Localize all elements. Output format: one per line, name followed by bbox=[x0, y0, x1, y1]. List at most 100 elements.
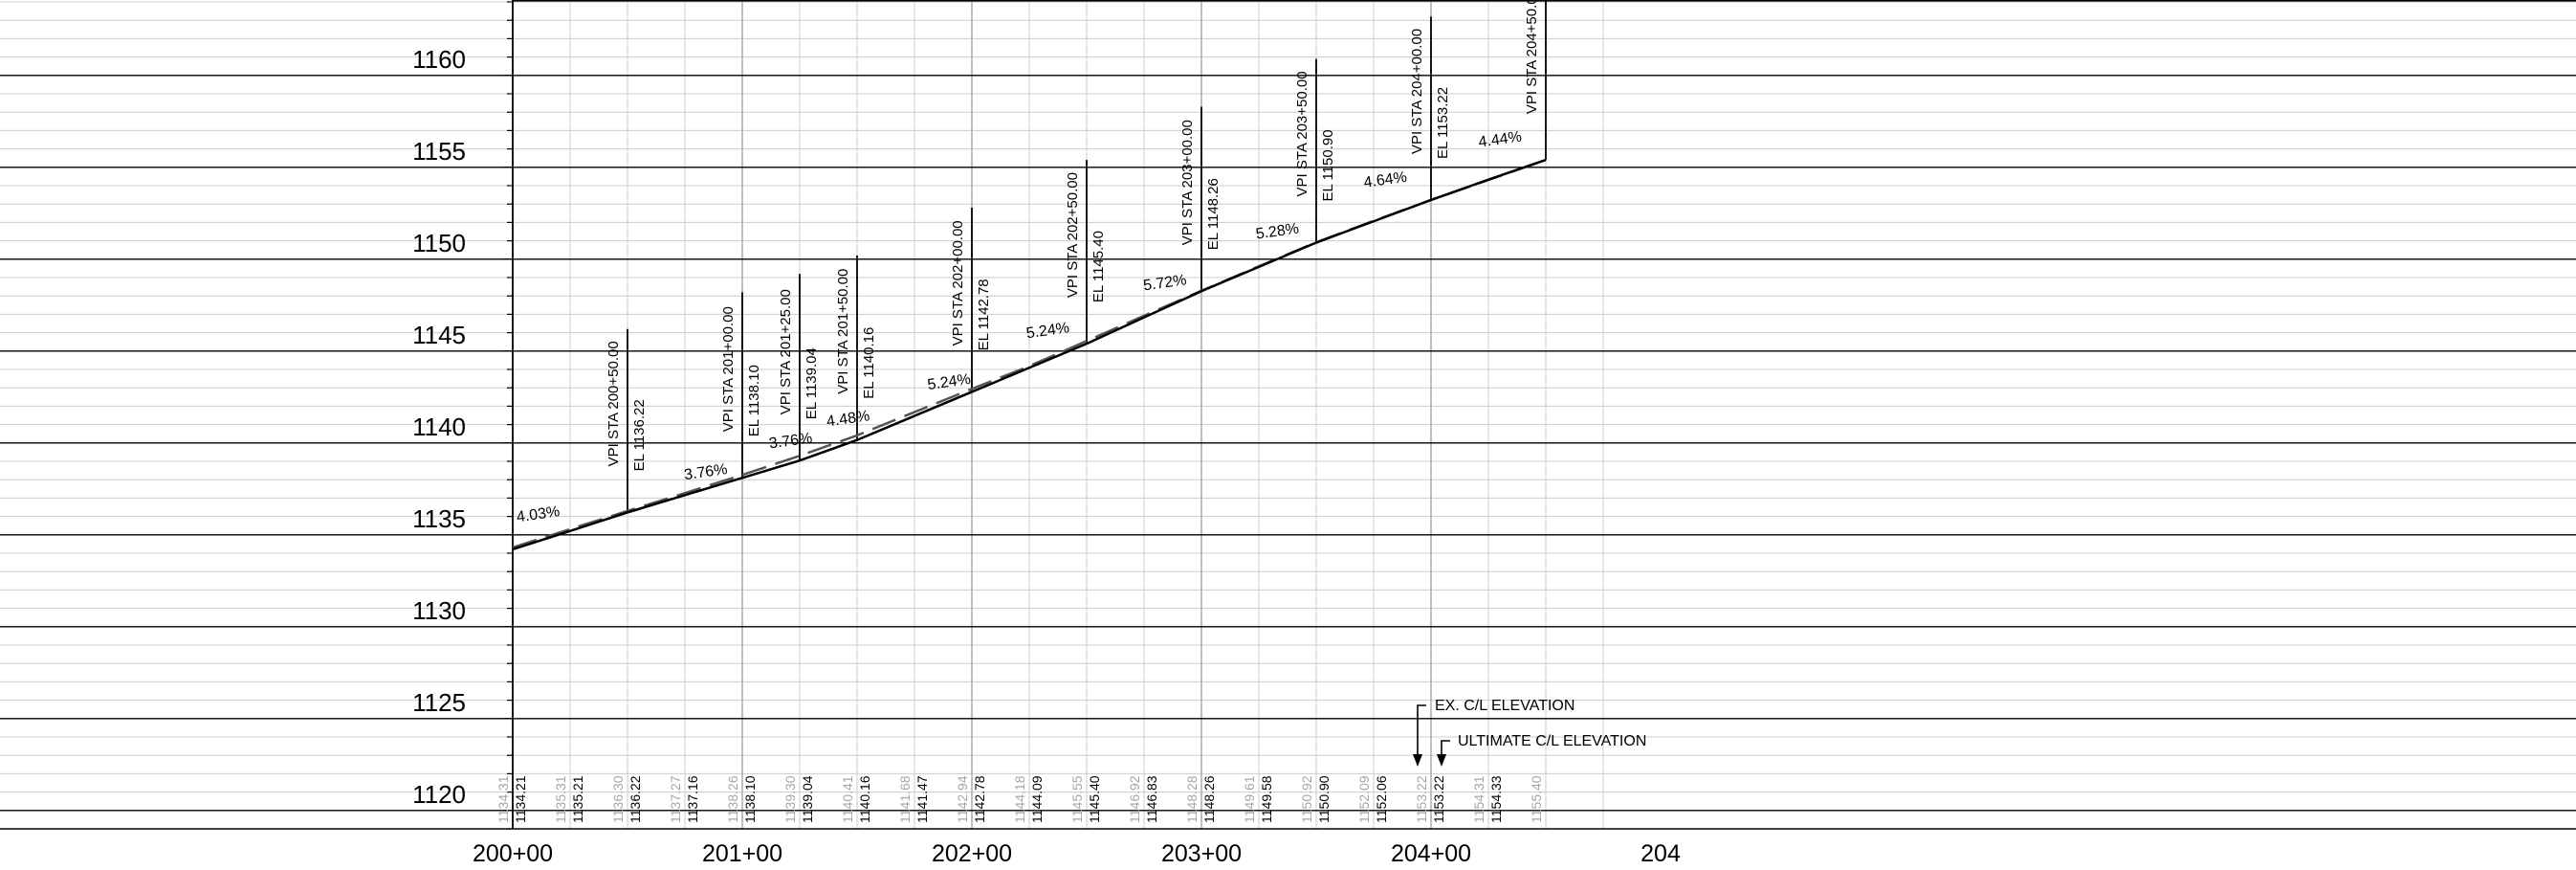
elevation-label: 1130 bbox=[412, 596, 466, 625]
existing-elevation-label: 1149.61 bbox=[1242, 775, 1257, 823]
elevation-label: 1140 bbox=[412, 413, 466, 441]
vpi-station-label: VPI STA 201+50.00 bbox=[835, 269, 851, 394]
station-labels: 200+00 201+00 202+00 203+00 204+00 204 bbox=[473, 840, 1681, 867]
existing-elevation-label: 1148.28 bbox=[1184, 775, 1200, 823]
existing-elevation-label: 1145.55 bbox=[1069, 775, 1085, 823]
vpi-station-label: VPI STA 200+50.00 bbox=[605, 341, 622, 466]
station-grid bbox=[569, 0, 1604, 829]
existing-elevation-label: 1152.09 bbox=[1356, 775, 1372, 823]
elevation-label: 1125 bbox=[412, 688, 466, 717]
existing-elevation-label: 1142.94 bbox=[955, 775, 970, 823]
vpi-markers bbox=[627, 0, 1547, 513]
ultimate-elevation-label: 1154.33 bbox=[1488, 775, 1504, 823]
grade-label: 3.76% bbox=[683, 461, 728, 483]
vpi-station-label: VPI STA 204+00.00 bbox=[1409, 29, 1425, 154]
station-label: 201+00 bbox=[702, 840, 782, 867]
ultimate-elevation-label: 1134.21 bbox=[513, 775, 528, 823]
existing-elevation-label: 1150.92 bbox=[1299, 775, 1314, 823]
existing-elevation-label: 1155.40 bbox=[1529, 775, 1544, 823]
elevation-label: 1150 bbox=[412, 229, 466, 257]
vpi-station-label: VPI STA 204+50.0 bbox=[1524, 0, 1540, 114]
ultimate-annotation-label: ULTIMATE C/L ELEVATION bbox=[1458, 733, 1646, 749]
major-grid bbox=[0, 0, 2576, 830]
vpi-elevation-label: EL 1150.90 bbox=[1320, 129, 1336, 201]
ultimate-elevation-label: 1152.06 bbox=[1374, 775, 1389, 823]
vpi-elevation-label: EL 1140.16 bbox=[861, 327, 877, 399]
grade-label: 4.48% bbox=[826, 408, 870, 430]
elevation-label: 1135 bbox=[412, 504, 466, 533]
existing-elevation-label: 1138.26 bbox=[725, 775, 740, 823]
existing-annotation: EX. C/L ELEVATION bbox=[1413, 698, 1574, 767]
grade-label: 4.44% bbox=[1478, 128, 1523, 150]
station-label: 204 bbox=[1640, 840, 1681, 867]
ultimate-elevation-label: 1144.09 bbox=[1029, 775, 1045, 823]
existing-elevation-label: 1141.68 bbox=[897, 775, 913, 823]
existing-elevation-label: 1134.31 bbox=[495, 775, 511, 823]
ultimate-elevation-label: 1140.16 bbox=[857, 775, 872, 823]
station-label: 203+00 bbox=[1161, 840, 1242, 867]
ultimate-elevation-label: 1141.47 bbox=[914, 775, 930, 823]
ultimate-elevation-label: 1150.90 bbox=[1316, 775, 1332, 823]
existing-elevation-label: 1153.22 bbox=[1414, 775, 1429, 823]
elevation-label: 1155 bbox=[412, 137, 466, 166]
ultimate-elevation-label: 1146.83 bbox=[1144, 775, 1159, 823]
vpi-station-label: VPI STA 201+25.00 bbox=[778, 289, 794, 414]
vpi-station-label: VPI STA 202+50.00 bbox=[1065, 172, 1081, 298]
elevation-axis-ticks bbox=[503, 1, 513, 830]
existing-elevation-label: 1136.30 bbox=[610, 775, 626, 823]
elevation-label: 1145 bbox=[412, 321, 466, 349]
ultimate-elevation-label: 1148.26 bbox=[1201, 775, 1217, 823]
existing-elevation-label: 1146.92 bbox=[1127, 775, 1142, 823]
vpi-elevation-label: EL 1139.04 bbox=[804, 347, 820, 419]
ultimate-elevation-label: 1149.58 bbox=[1259, 775, 1274, 823]
vpi-elevation-label: EL 1153.22 bbox=[1435, 87, 1451, 159]
vpi-station-label: VPI STA 203+00.00 bbox=[1179, 120, 1196, 245]
vpi-elevation-label: EL 1148.26 bbox=[1205, 178, 1222, 250]
existing-elevation-label: 1140.41 bbox=[840, 775, 855, 823]
ultimate-elevation-label: 1145.40 bbox=[1087, 775, 1102, 823]
existing-elevation-label: 1135.31 bbox=[553, 775, 568, 823]
existing-elevation-label: 1137.27 bbox=[668, 775, 683, 823]
existing-arrow-icon bbox=[1413, 754, 1422, 767]
station-label: 202+00 bbox=[932, 840, 1012, 867]
existing-elevation-label: 1154.31 bbox=[1471, 775, 1486, 823]
existing-annotation-label: EX. C/L ELEVATION bbox=[1435, 698, 1574, 714]
station-label: 200+00 bbox=[473, 840, 553, 867]
grade-label: 5.72% bbox=[1142, 272, 1187, 294]
ultimate-arrow-icon bbox=[1437, 754, 1446, 767]
elevation-label: 1160 bbox=[412, 45, 466, 74]
vpi-elevation-label: EL 1142.78 bbox=[976, 279, 992, 350]
ultimate-elevation-label: 1138.10 bbox=[742, 775, 758, 823]
grade-label: 4.03% bbox=[516, 503, 561, 525]
ultimate-elevation-label: 1142.78 bbox=[972, 775, 987, 823]
grade-label: 5.24% bbox=[1025, 320, 1070, 342]
vpi-labels: VPI STA 200+50.00 EL 1136.22 VPI STA 201+0… bbox=[605, 0, 1540, 471]
station-label: 204+00 bbox=[1391, 840, 1471, 867]
elevation-label: 1120 bbox=[412, 780, 466, 809]
vpi-elevation-label: EL 1145.40 bbox=[1090, 231, 1107, 302]
grade-label: 5.28% bbox=[1255, 220, 1300, 242]
ultimate-elevation-label: 1153.22 bbox=[1431, 775, 1446, 823]
ultimate-elevation-label: 1139.04 bbox=[800, 775, 815, 823]
vpi-elevation-label: EL 1136.22 bbox=[631, 399, 648, 471]
ultimate-leader bbox=[1441, 740, 1450, 756]
minor-grid bbox=[0, 1, 2576, 830]
existing-elevation-label: 1144.18 bbox=[1012, 775, 1027, 823]
grade-label: 4.64% bbox=[1363, 169, 1408, 191]
existing-profile-line bbox=[512, 158, 1547, 549]
existing-elevation-label: 1139.30 bbox=[782, 775, 798, 823]
ultimate-elevation-label: 1136.22 bbox=[627, 775, 643, 823]
grade-labels: 4.03% 3.76% 3.76% 4.48% 5.24% 5.24% 5.72% 5.28%… bbox=[516, 128, 1523, 525]
vpi-elevation-label: EL 1138.10 bbox=[746, 365, 762, 436]
ultimate-annotation: ULTIMATE C/L ELEVATION bbox=[1437, 733, 1646, 767]
ultimate-profile-line bbox=[512, 158, 1547, 551]
ultimate-elevation-label: 1135.21 bbox=[570, 775, 585, 823]
vpi-station-label: VPI STA 202+00.00 bbox=[950, 220, 966, 346]
elevation-labels: 1160 1155 1150 1145 1140 1135 1130 1125 1120 bbox=[412, 45, 466, 809]
vpi-station-label: VPI STA 203+50.00 bbox=[1294, 71, 1310, 196]
existing-leader bbox=[1417, 704, 1426, 756]
ultimate-elevation-label: 1137.16 bbox=[685, 775, 700, 823]
grade-label: 5.24% bbox=[927, 371, 972, 393]
vpi-station-label: VPI STA 201+00.00 bbox=[720, 306, 737, 432]
